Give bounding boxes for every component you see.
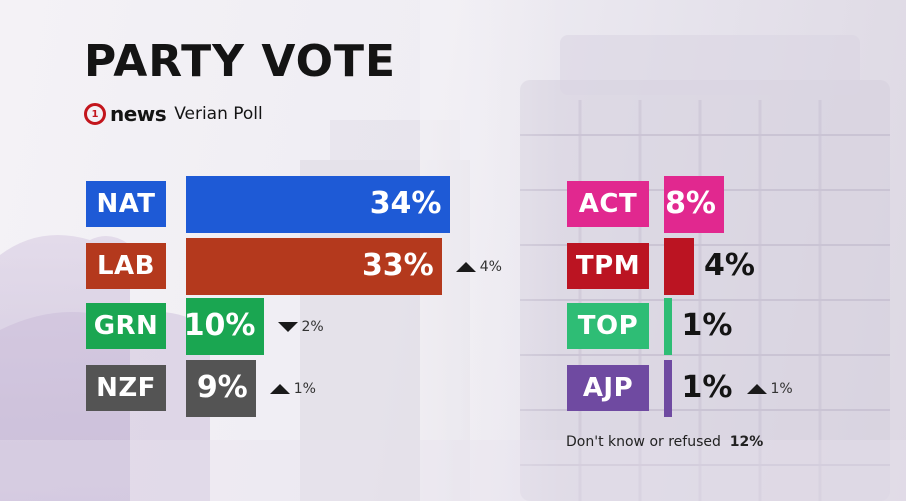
change-nzf: 1% xyxy=(269,381,316,397)
party-label-nzf: NZF xyxy=(86,365,166,411)
value-label-lab: 33% xyxy=(361,248,434,283)
bar-tpm xyxy=(664,238,694,295)
triangle-up-icon xyxy=(746,384,767,394)
change-value: 2% xyxy=(301,319,324,335)
value-label-nat: 34% xyxy=(369,186,442,221)
value-label-ajp: 1% xyxy=(681,370,733,405)
bar-nzf xyxy=(186,360,256,417)
triangle-up-icon xyxy=(455,262,476,272)
party-label-act: ACT xyxy=(567,181,649,227)
triangle-down-icon xyxy=(277,322,298,332)
bar-act xyxy=(664,176,724,233)
triangle-up-icon xyxy=(269,384,290,394)
poll-source: Verian Poll xyxy=(174,104,263,124)
brand: 1 news Verian Poll xyxy=(84,102,263,126)
bar-nat xyxy=(186,176,450,233)
party-label-ajp: AJP xyxy=(567,365,649,411)
change-grn: 2% xyxy=(277,319,324,335)
bar-grn xyxy=(186,298,264,355)
party-label-top: TOP xyxy=(567,303,649,349)
value-label-act: 8% xyxy=(665,186,716,221)
change-value: 1% xyxy=(293,381,316,397)
change-ajp: 1% xyxy=(746,381,793,397)
footnote-value: 12% xyxy=(729,434,764,450)
chart-title: PARTY VOTE xyxy=(84,36,397,87)
value-label-nzf: 9% xyxy=(196,370,248,405)
change-value: 4% xyxy=(479,259,502,275)
party-label-grn: GRN xyxy=(86,303,166,349)
logo-digit: 1 xyxy=(91,108,99,120)
logo-text: news xyxy=(110,102,167,126)
party-label-nat: NAT xyxy=(86,181,166,227)
footnote: Don't know or refused 12% xyxy=(566,434,763,450)
party-label-lab: LAB xyxy=(86,243,166,289)
party-label-tpm: TPM xyxy=(567,243,649,289)
bar-lab xyxy=(186,238,442,295)
change-value: 1% xyxy=(770,381,793,397)
footnote-label: Don't know or refused xyxy=(566,434,721,450)
value-label-tpm: 4% xyxy=(704,248,755,283)
bar-top xyxy=(664,298,672,355)
bar-ajp xyxy=(664,360,672,417)
value-label-top: 1% xyxy=(681,308,733,343)
change-lab: 4% xyxy=(455,259,502,275)
value-label-grn: 10% xyxy=(183,308,256,343)
one-news-logo-icon: 1 xyxy=(84,103,106,125)
